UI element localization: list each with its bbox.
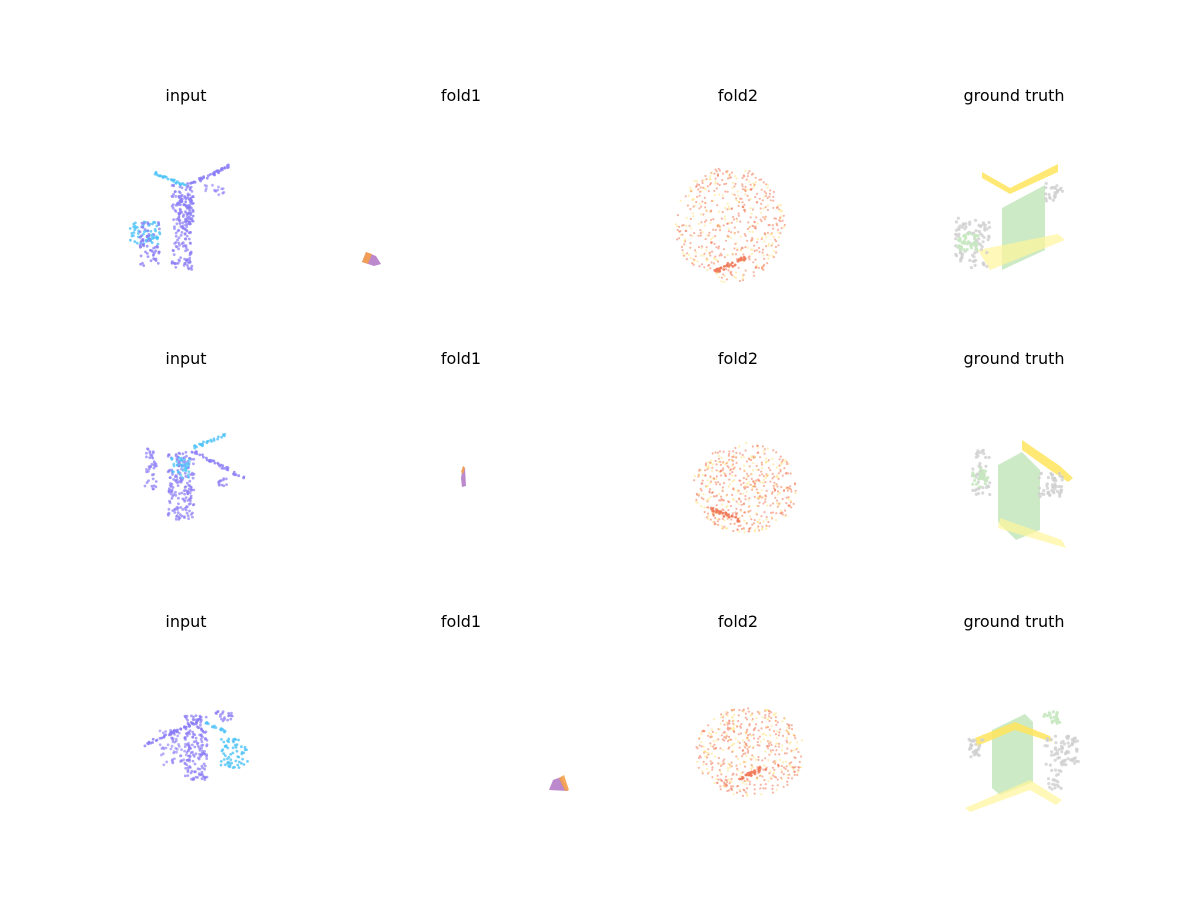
row2-ground-truth-title: ground truth (963, 349, 1065, 368)
row2-ground-truth-point-cloud (970, 440, 1073, 548)
row3-input-title: input (165, 612, 207, 631)
row2-fold2-point-cloud (693, 441, 797, 534)
row1-fold2-point-cloud (674, 167, 786, 284)
row1-fold1-title: fold1 (440, 86, 482, 105)
row2-fold1-title: fold1 (440, 349, 482, 368)
row1-ground-truth-title: ground truth (963, 86, 1065, 105)
row1-fold2-title: fold2 (717, 86, 759, 105)
row3-fold2-title: fold2 (717, 612, 759, 631)
row3-fold1-title: fold1 (440, 612, 482, 631)
row3-fold1-point-cloud (549, 775, 569, 791)
row1-input-title: input (165, 86, 207, 105)
row1-fold1-point-cloud (362, 252, 381, 266)
row1-input-point-cloud (128, 163, 230, 271)
row2-input-point-cloud (143, 432, 246, 521)
row3-fold2-point-cloud (695, 707, 804, 798)
row1-ground-truth-point-cloud (954, 164, 1065, 270)
row2-fold1-point-cloud (461, 466, 466, 487)
row2-input-title: input (165, 349, 207, 368)
row3-ground-truth-title: ground truth (963, 612, 1065, 631)
row2-fold2-title: fold2 (717, 349, 759, 368)
row3-input-point-cloud (143, 710, 249, 781)
row3-ground-truth-point-cloud (965, 710, 1080, 812)
